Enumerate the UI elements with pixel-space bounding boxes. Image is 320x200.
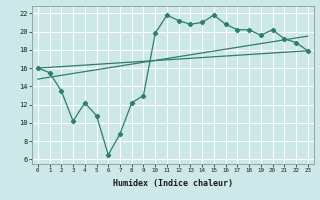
X-axis label: Humidex (Indice chaleur): Humidex (Indice chaleur) (113, 179, 233, 188)
